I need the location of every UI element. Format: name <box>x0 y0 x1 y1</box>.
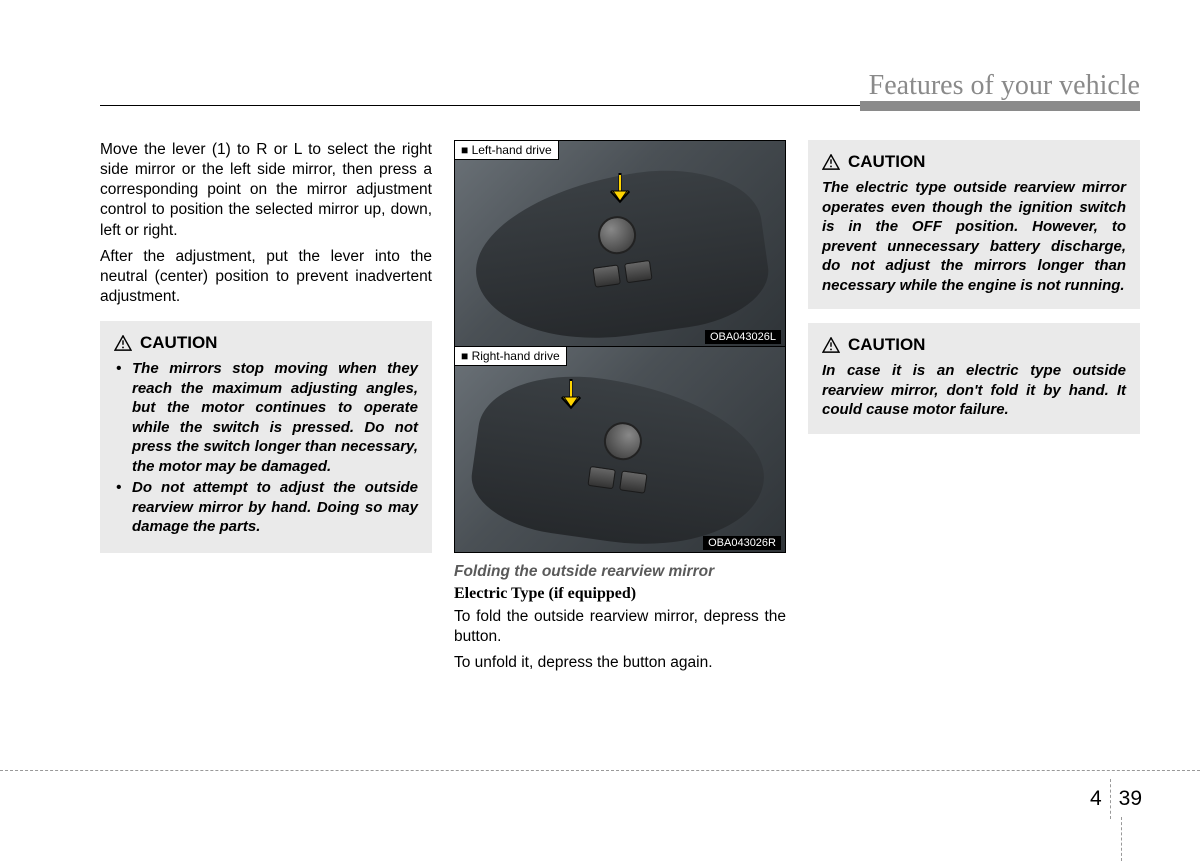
content-columns: Move the lever (1) to R or L to select t… <box>100 140 1140 679</box>
paragraph: Move the lever (1) to R or L to select t… <box>100 140 432 241</box>
section-number: 4 <box>1090 787 1102 811</box>
caution-body: The electric type outside rearview mirro… <box>822 178 1126 295</box>
arrow-icon <box>558 377 584 426</box>
caution-box: CAUTION The electric type outside rearvi… <box>808 140 1140 309</box>
caution-bullet: The mirrors stop moving when they reach … <box>126 359 418 476</box>
figure-code: OBA043026L <box>705 330 781 344</box>
figure-left-hand-drive: ■ Left-hand drive OBA043026L <box>454 140 786 347</box>
footer-divider <box>0 770 1200 771</box>
caution-title: CAUTION <box>140 333 217 353</box>
arrow-icon <box>607 171 633 220</box>
subheading: Folding the outside rearview mirror <box>454 563 786 581</box>
column-2: ■ Left-hand drive OBA043026L <box>454 140 786 679</box>
page-number-value: 39 <box>1119 787 1142 811</box>
paragraph: To fold the outside rearview mirror, dep… <box>454 607 786 647</box>
column-3: CAUTION The electric type outside rearvi… <box>808 140 1140 679</box>
caution-box: CAUTION The mirrors stop moving when the… <box>100 321 432 553</box>
caution-box: CAUTION In case it is an electric type o… <box>808 323 1140 434</box>
page-header: Features of your vehicle <box>100 70 1140 102</box>
warning-icon <box>822 154 840 170</box>
column-1: Move the lever (1) to R or L to select t… <box>100 140 432 679</box>
paragraph: After the adjustment, put the lever into… <box>100 247 432 307</box>
footer-tick <box>1121 817 1122 861</box>
caution-bullet: Do not attempt to adjust the outside rea… <box>126 478 418 537</box>
warning-icon <box>822 337 840 353</box>
warning-icon <box>114 335 132 351</box>
subheading-secondary: Electric Type (if equipped) <box>454 585 786 603</box>
caution-title: CAUTION <box>848 152 925 172</box>
figure-label: ■ Right-hand drive <box>455 347 567 366</box>
figure-code: OBA043026R <box>703 536 781 550</box>
paragraph: To unfold it, depress the button again. <box>454 653 786 673</box>
caution-body: In case it is an electric type outside r… <box>822 361 1126 420</box>
header-title: Features of your vehicle <box>869 70 1140 101</box>
page-number: 4 39 <box>1090 779 1142 819</box>
caution-title: CAUTION <box>848 335 925 355</box>
figure-right-hand-drive: ■ Right-hand drive OBA043026R <box>454 346 786 553</box>
header-rule <box>100 105 1140 107</box>
figure-label: ■ Left-hand drive <box>455 141 559 160</box>
